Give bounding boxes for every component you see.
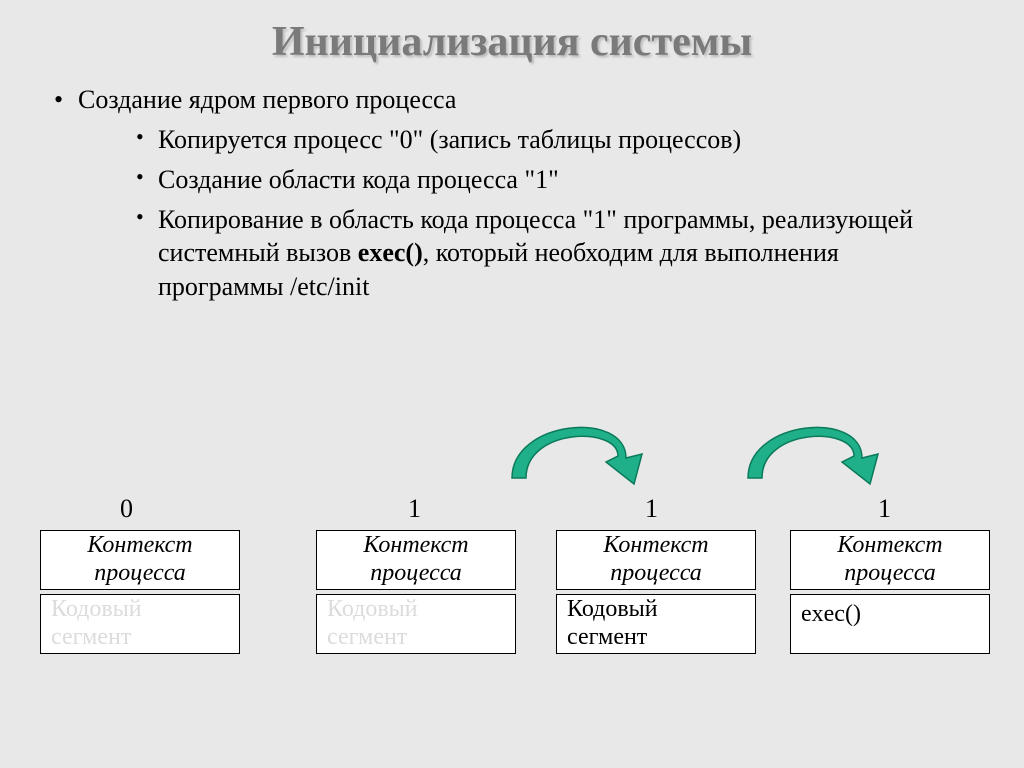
arrow-1 xyxy=(492,400,672,495)
process-number-1: 1 xyxy=(408,494,421,524)
context-box-2: Контекстпроцесса xyxy=(556,530,756,590)
process-number-2: 1 xyxy=(645,494,658,524)
code-segment-box-0: Кодовыйсегмент xyxy=(40,594,240,654)
process-number-0: 0 xyxy=(120,494,133,524)
bullet-l2-3-b: exec() xyxy=(358,238,423,267)
bullet-list: Создание ядром первого процесса Копирует… xyxy=(48,85,968,310)
arrow-2 xyxy=(728,400,908,495)
process-number-3: 1 xyxy=(878,494,891,524)
diagram-area: 0КонтекстпроцессаКодовыйсегмент1Контекст… xyxy=(0,390,1024,750)
code-segment-box-1: Кодовыйсегмент xyxy=(316,594,516,654)
bullet-l2-2: Создание области кода процесса "1" xyxy=(48,163,968,197)
bullet-l1: Создание ядром первого процесса xyxy=(48,85,968,115)
bullet-l2-3: Копирование в область кода процесса "1" … xyxy=(48,203,968,304)
bullet-l2-1: Копируется процесс "0" (запись таблицы п… xyxy=(48,123,968,157)
code-segment-box-2: Кодовыйсегмент xyxy=(556,594,756,654)
context-box-1: Контекстпроцесса xyxy=(316,530,516,590)
context-box-3: Контекстпроцесса xyxy=(790,530,990,590)
slide-title: Инициализация системы xyxy=(0,0,1024,66)
context-box-0: Контекстпроцесса xyxy=(40,530,240,590)
code-segment-box-3: exec() xyxy=(790,594,990,654)
